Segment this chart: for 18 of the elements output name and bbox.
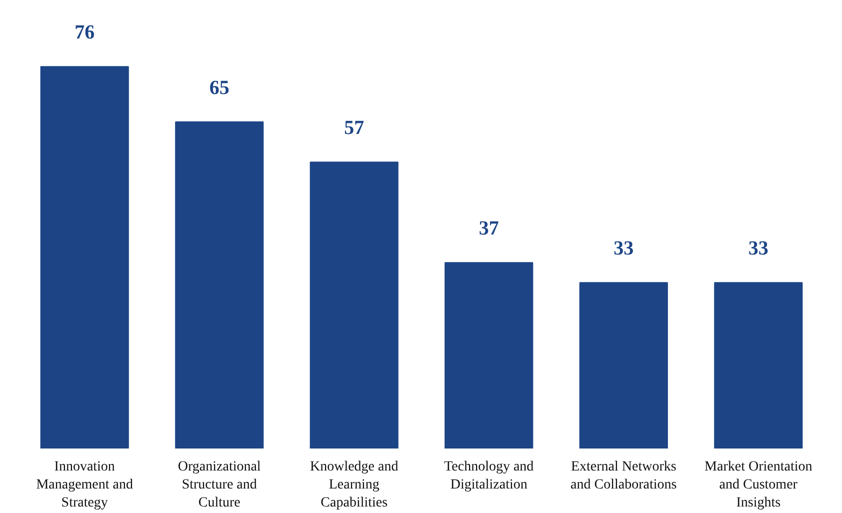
data-label: 65 [209,76,230,99]
x-tick-label: Innovation Management and Strategy [36,460,134,510]
bar [444,262,534,448]
data-label: 33 [748,238,768,260]
x-tick-label: Market Orientation and Customer Insights [704,460,812,510]
bar [714,282,803,448]
data-label: 57 [344,117,364,140]
bar [40,66,129,448]
x-tick-label: Organizational Structure and Culture [178,460,261,510]
data-label: 33 [614,238,634,260]
bar [310,162,398,448]
bar [175,121,264,448]
x-tick-label: External Networks and Collaborations [570,460,677,492]
data-label: 37 [478,218,499,240]
data-label: 76 [74,22,95,44]
x-tick-label: Technology and Digitalization [444,460,534,492]
bar [579,282,668,448]
x-tick-label: Knowledge and Learning Capabilities [310,460,398,510]
